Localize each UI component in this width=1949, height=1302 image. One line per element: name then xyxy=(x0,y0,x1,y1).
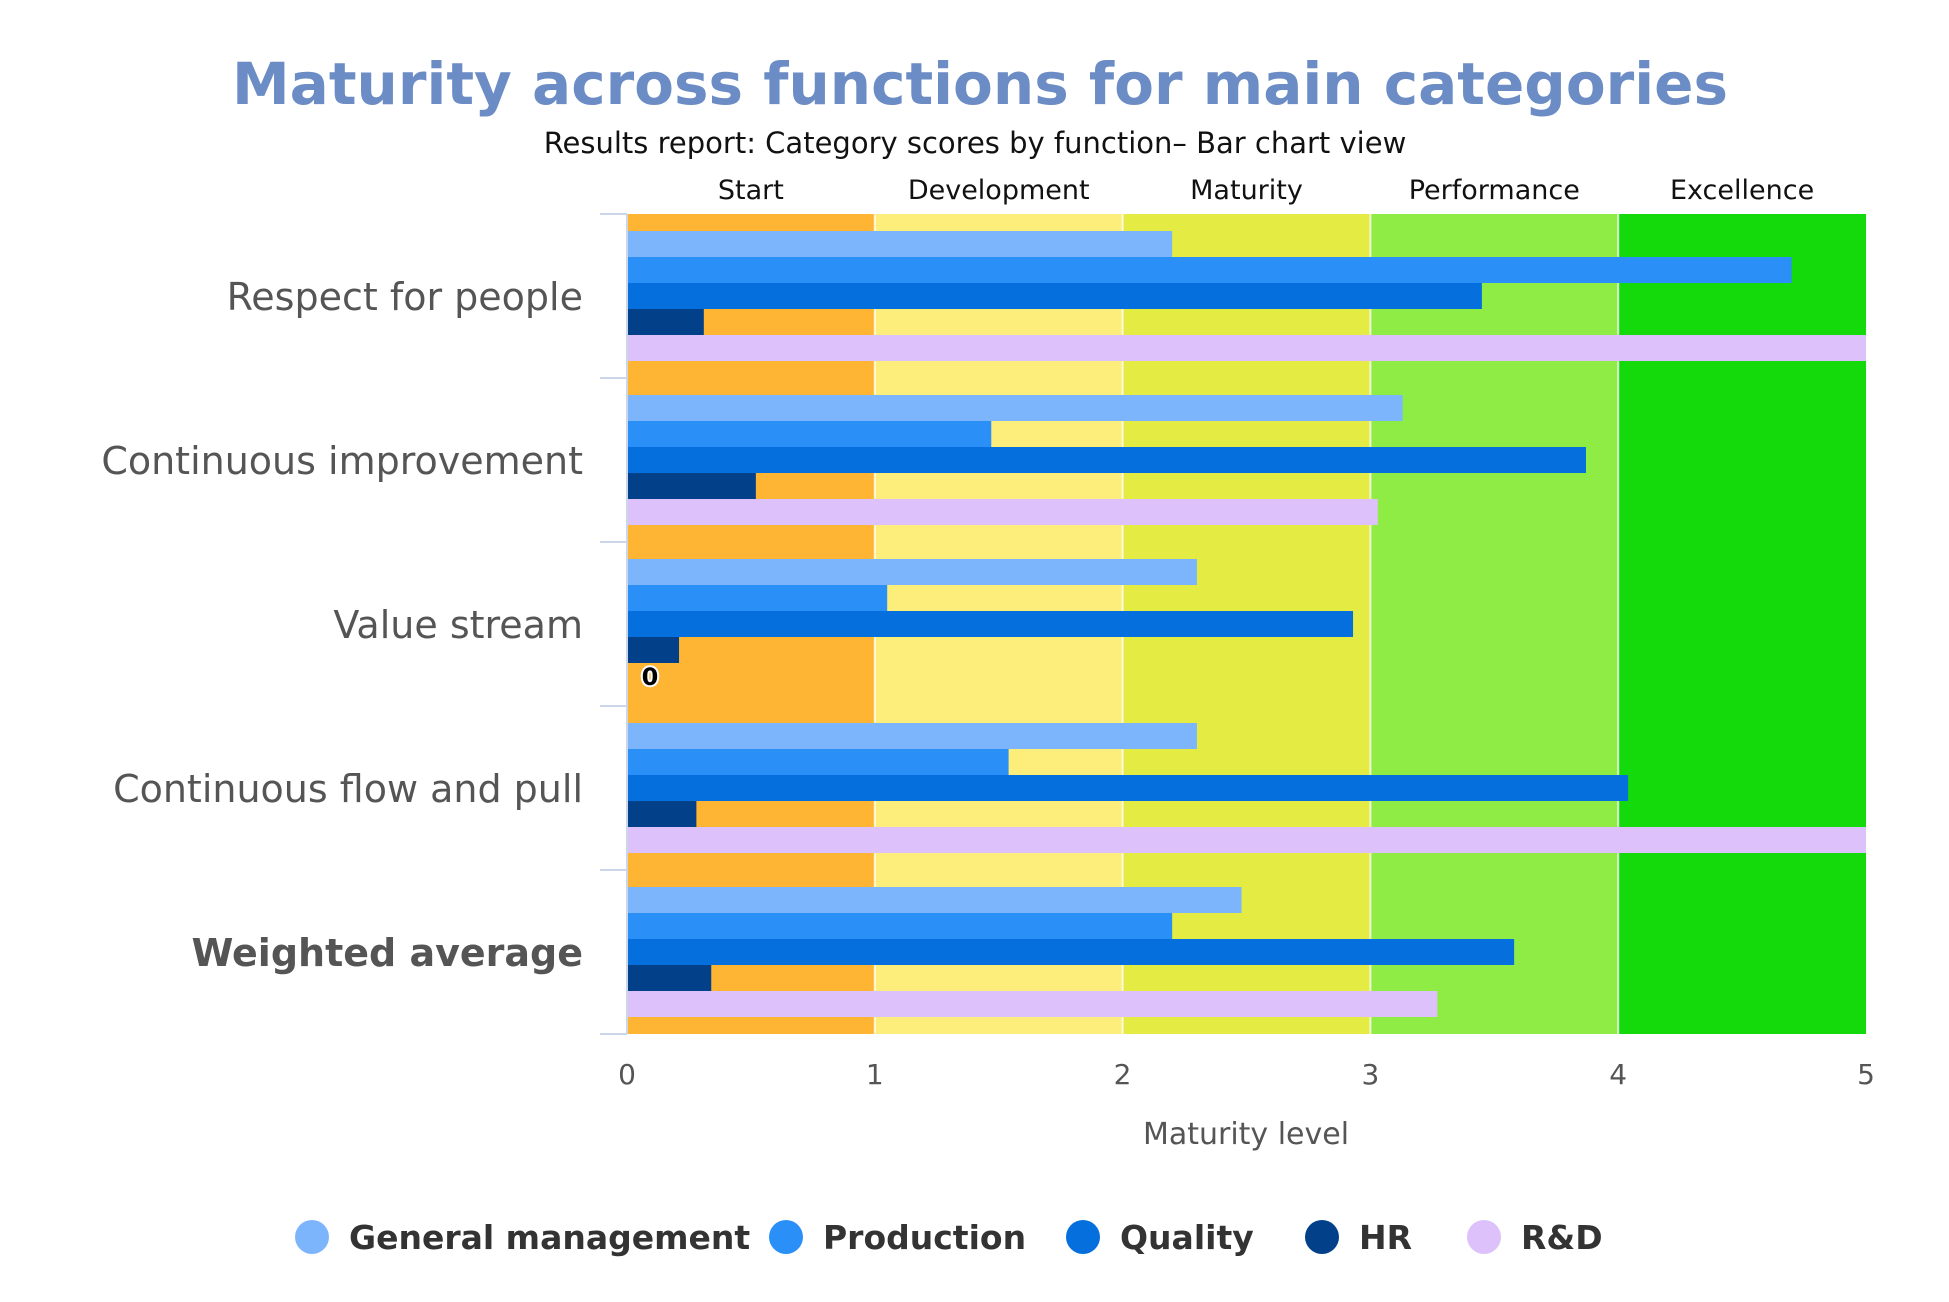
bar-group-continuous-flow-and-pull xyxy=(627,723,1866,853)
bar-group-continuous-improvement xyxy=(627,395,1586,525)
bar-group-respect-for-people xyxy=(627,231,1866,361)
category-label-value-stream: Value stream xyxy=(333,603,583,647)
legend-marker xyxy=(769,1220,803,1254)
bar-weighted-average-general-management[interactable] xyxy=(627,887,1242,913)
bar-continuous-flow-and-pull-production[interactable] xyxy=(627,749,1009,775)
chart-title: Maturity across functions for main categ… xyxy=(232,50,1728,118)
chart-subtitle: Results report: Category scores by funct… xyxy=(544,126,1407,160)
bar-continuous-flow-and-pull-randd[interactable] xyxy=(627,827,1866,853)
legend-item-production[interactable]: Production xyxy=(769,1218,1026,1257)
x-tick-label-3: 3 xyxy=(1361,1058,1379,1091)
x-tick-label-2: 2 xyxy=(1114,1058,1132,1091)
x-tick-label-5: 5 xyxy=(1857,1058,1875,1091)
axes: 0 1 2 3 4 5 Respect for people Continuous impro… xyxy=(101,213,1875,1091)
bar-continuous-improvement-production[interactable] xyxy=(627,421,992,447)
x-tick-label-1: 1 xyxy=(866,1058,884,1091)
data-label-value-stream-randd: 0 xyxy=(642,663,659,691)
legend-marker xyxy=(1467,1220,1501,1254)
bar-continuous-improvement-general-management[interactable] xyxy=(627,395,1403,421)
bar-respect-for-people-randd[interactable] xyxy=(627,335,1866,361)
bar-continuous-improvement-hr[interactable] xyxy=(627,473,756,499)
bar-weighted-average-hr[interactable] xyxy=(627,965,712,991)
band-label-start: Start xyxy=(718,175,784,206)
legend-item-general-management[interactable]: General management xyxy=(295,1218,750,1257)
bar-weighted-average-randd[interactable] xyxy=(627,991,1438,1017)
bar-group-weighted-average xyxy=(627,887,1515,1017)
legend-label: R&D xyxy=(1521,1218,1603,1257)
legend-label: Quality xyxy=(1120,1218,1254,1257)
legend-label: HR xyxy=(1359,1218,1412,1257)
legend: General management Production Quality HR R&D xyxy=(295,1218,1603,1257)
bar-continuous-flow-and-pull-general-management[interactable] xyxy=(627,723,1197,749)
bar-series xyxy=(627,231,1866,1017)
bar-respect-for-people-quality[interactable] xyxy=(627,283,1482,309)
legend-item-randd[interactable]: R&D xyxy=(1467,1218,1603,1257)
bar-continuous-improvement-randd[interactable] xyxy=(627,499,1378,525)
bar-weighted-average-quality[interactable] xyxy=(627,939,1515,965)
bar-group-value-stream xyxy=(627,559,1354,663)
legend-label: Production xyxy=(823,1218,1026,1257)
legend-marker xyxy=(1066,1220,1100,1254)
x-axis-title: Maturity level xyxy=(1143,1117,1349,1152)
legend-label: General management xyxy=(349,1218,750,1257)
category-label-weighted-average: Weighted average xyxy=(191,931,583,975)
bar-continuous-flow-and-pull-quality[interactable] xyxy=(627,775,1629,801)
bar-continuous-flow-and-pull-hr[interactable] xyxy=(627,801,697,827)
category-label-continuous-improvement: Continuous improvement xyxy=(101,439,583,483)
bar-value-stream-general-management[interactable] xyxy=(627,559,1197,585)
bar-weighted-average-production[interactable] xyxy=(627,913,1173,939)
category-label-continuous-flow-and-pull: Continuous flow and pull xyxy=(113,767,583,811)
bar-value-stream-production[interactable] xyxy=(627,585,888,611)
bar-value-stream-quality[interactable] xyxy=(627,611,1354,637)
category-label-respect-for-people: Respect for people xyxy=(227,275,583,319)
band-label-performance: Performance xyxy=(1409,175,1580,206)
bar-continuous-improvement-quality[interactable] xyxy=(627,447,1586,473)
x-tick-label-0: 0 xyxy=(618,1058,636,1091)
legend-item-quality[interactable]: Quality xyxy=(1066,1218,1254,1257)
legend-marker xyxy=(1305,1220,1339,1254)
bar-value-stream-hr[interactable] xyxy=(627,637,680,663)
band-label-development: Development xyxy=(908,175,1090,206)
bar-respect-for-people-general-management[interactable] xyxy=(627,231,1173,257)
band-label-excellence: Excellence xyxy=(1670,175,1814,206)
legend-item-hr[interactable]: HR xyxy=(1305,1218,1412,1257)
band-label-maturity: Maturity xyxy=(1190,175,1303,206)
bar-respect-for-people-production[interactable] xyxy=(627,257,1792,283)
x-tick-label-4: 4 xyxy=(1609,1058,1627,1091)
bar-respect-for-people-hr[interactable] xyxy=(627,309,704,335)
data-labels: 0 xyxy=(640,661,661,693)
legend-marker xyxy=(295,1220,329,1254)
